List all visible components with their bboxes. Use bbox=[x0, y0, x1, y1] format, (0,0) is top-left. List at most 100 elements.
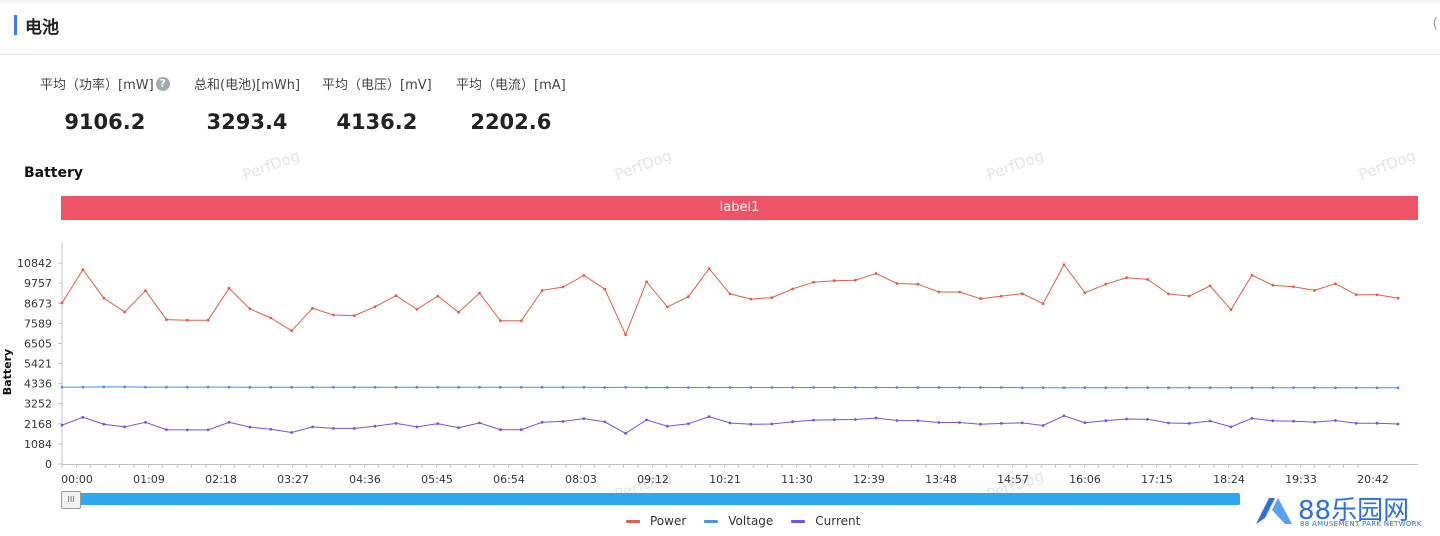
data-point-current bbox=[1000, 422, 1003, 425]
data-point-power bbox=[1292, 285, 1295, 289]
data-point-power bbox=[916, 282, 920, 286]
data-point-power bbox=[979, 297, 982, 301]
logo-mark-icon bbox=[1256, 498, 1292, 524]
data-point-current bbox=[979, 422, 982, 426]
right-edge-text: ( bbox=[1432, 16, 1438, 32]
help-icon[interactable]: ? bbox=[155, 76, 170, 91]
data-point-power bbox=[1208, 284, 1212, 288]
data-point-voltage bbox=[144, 385, 147, 389]
data-point-current bbox=[332, 427, 335, 430]
data-point-power bbox=[1271, 283, 1275, 287]
data-point-current bbox=[895, 419, 899, 422]
data-point-power bbox=[1354, 293, 1358, 297]
y-tick-label: 2168 bbox=[24, 418, 52, 431]
data-point-power bbox=[645, 280, 648, 284]
stat-value: 2202.6 bbox=[470, 110, 552, 134]
x-tick-label: 10:21 bbox=[709, 473, 741, 486]
data-point-current bbox=[728, 421, 732, 425]
data-point-power bbox=[1104, 282, 1108, 286]
data-point-current bbox=[60, 423, 64, 427]
data-point-voltage bbox=[624, 385, 627, 389]
series-layer bbox=[60, 263, 1400, 435]
data-point-current bbox=[833, 418, 836, 422]
stat-total-battery: 总和(电池)[mWh] 3293.4 bbox=[194, 74, 300, 134]
x-tick-label: 04:36 bbox=[349, 473, 381, 486]
data-point-current bbox=[248, 425, 252, 429]
data-point-current bbox=[666, 424, 669, 428]
x-axis: 00:00 01:09 02:18 03:27 04:36 05:45 06:54 08:03… bbox=[61, 464, 1418, 486]
legend-item-current[interactable]: Current bbox=[791, 514, 860, 528]
data-point-power bbox=[1313, 289, 1316, 292]
zoom-slider-handle[interactable]: III bbox=[61, 491, 81, 509]
y-tick-label: 7589 bbox=[24, 317, 52, 330]
data-point-current bbox=[1375, 421, 1379, 425]
data-point-current bbox=[1354, 421, 1358, 425]
data-point-current bbox=[707, 415, 711, 419]
data-point-voltage bbox=[1313, 386, 1316, 390]
data-point-power bbox=[290, 329, 293, 333]
data-point-power bbox=[1167, 292, 1170, 296]
x-tick-label: 06:54 bbox=[493, 473, 525, 486]
data-point-power bbox=[1020, 292, 1024, 296]
data-point-current bbox=[1396, 422, 1400, 426]
data-point-current bbox=[144, 420, 147, 424]
data-point-power bbox=[770, 296, 774, 299]
x-tick-label: 12:39 bbox=[853, 473, 885, 486]
data-point-voltage bbox=[185, 385, 189, 389]
data-point-power bbox=[1062, 263, 1066, 266]
data-point-current bbox=[874, 416, 878, 420]
watermark-text: PerfDog bbox=[612, 147, 674, 184]
data-point-voltage bbox=[1250, 386, 1254, 390]
data-point-power bbox=[1146, 278, 1149, 281]
data-point-current bbox=[373, 424, 377, 428]
data-point-current bbox=[561, 420, 565, 423]
data-point-power bbox=[123, 310, 126, 314]
data-point-power bbox=[332, 313, 335, 317]
data-point-current bbox=[1083, 421, 1087, 425]
x-tick-label: 01:09 bbox=[133, 473, 165, 486]
data-point-voltage bbox=[958, 386, 961, 389]
data-point-power bbox=[102, 296, 106, 300]
data-point-power bbox=[874, 272, 878, 275]
data-point-voltage bbox=[1041, 386, 1045, 390]
y-tick-label: 1084 bbox=[24, 438, 52, 451]
data-point-power bbox=[666, 305, 669, 309]
data-point-current bbox=[1146, 417, 1149, 421]
data-point-voltage bbox=[1167, 386, 1170, 390]
watermark-text: PerfDog bbox=[240, 147, 302, 184]
x-tick-label: 08:03 bbox=[565, 473, 597, 486]
data-point-voltage bbox=[1104, 386, 1108, 390]
data-point-voltage bbox=[895, 386, 899, 389]
data-point-voltage bbox=[1208, 386, 1212, 390]
data-point-voltage bbox=[1083, 386, 1087, 390]
data-point-voltage bbox=[227, 385, 231, 389]
section-header: 电池 bbox=[14, 14, 59, 38]
x-tick-label: 00:00 bbox=[61, 473, 93, 486]
data-point-power bbox=[227, 286, 231, 290]
x-tick-label: 20:42 bbox=[1357, 473, 1389, 486]
data-point-voltage bbox=[1187, 386, 1191, 390]
series-line-current bbox=[61, 415, 1399, 434]
data-point-current bbox=[1125, 417, 1128, 421]
label-bar[interactable]: label1 bbox=[61, 196, 1418, 220]
data-point-voltage bbox=[707, 386, 711, 389]
data-point-power bbox=[728, 292, 732, 296]
data-point-power bbox=[1083, 291, 1087, 295]
data-point-current bbox=[290, 431, 293, 434]
data-point-voltage bbox=[206, 385, 210, 389]
legend-item-power[interactable]: Power bbox=[626, 514, 686, 528]
stat-value: 9106.2 bbox=[64, 110, 146, 134]
data-point-voltage bbox=[248, 385, 252, 389]
data-point-voltage bbox=[1375, 386, 1379, 390]
legend-item-voltage[interactable]: Voltage bbox=[704, 514, 773, 528]
zoom-slider-track[interactable] bbox=[62, 493, 1240, 505]
data-point-current bbox=[645, 418, 648, 422]
data-point-voltage bbox=[1271, 386, 1275, 390]
x-tick-label: 17:15 bbox=[1141, 473, 1173, 486]
data-point-voltage bbox=[60, 385, 64, 389]
data-point-power bbox=[624, 333, 627, 337]
data-point-power bbox=[519, 319, 523, 323]
data-point-voltage bbox=[102, 385, 106, 389]
data-point-power bbox=[1334, 282, 1337, 286]
stat-value: 4136.2 bbox=[336, 110, 418, 134]
